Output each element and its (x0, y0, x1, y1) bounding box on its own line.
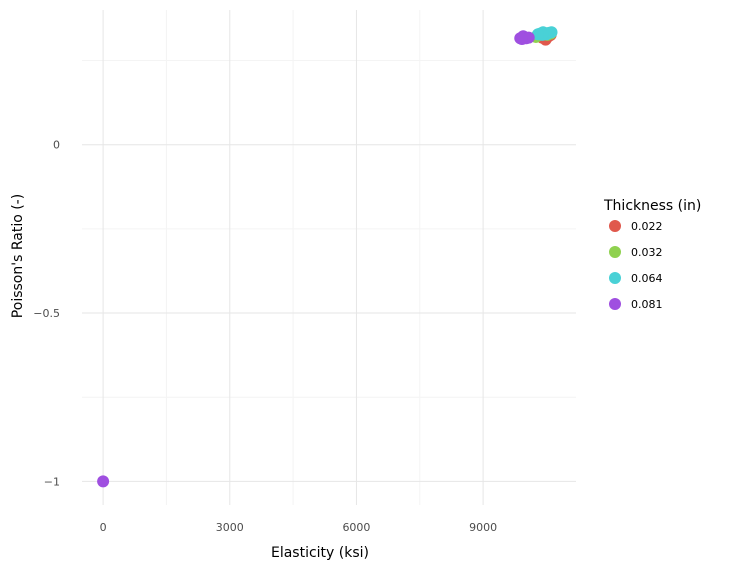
x-tick-label: 9000 (469, 521, 497, 534)
data-point-0.081 (97, 475, 110, 488)
legend-label: 0.022 (631, 220, 663, 233)
legend-swatch (609, 298, 621, 310)
data-point-0.064 (532, 28, 544, 41)
legend-label: 0.064 (631, 272, 663, 285)
y-axis-ticks: 0 −0.5 −1 (33, 139, 60, 489)
data-point-0.081 (515, 32, 528, 45)
legend: Thickness (in) 0.022 0.032 0.064 0.081 (603, 198, 701, 311)
data-points (97, 26, 558, 488)
x-axis-title: Elasticity (ksi) (271, 545, 369, 561)
y-tick-label: 0 (53, 139, 60, 152)
x-tick-label: 6000 (342, 521, 370, 534)
minor-gridlines (82, 10, 576, 505)
data-point-0.064 (545, 26, 558, 39)
y-tick-label: −0.5 (33, 307, 60, 320)
x-tick-label: 0 (100, 521, 107, 534)
y-axis-title: Poisson's Ratio (-) (10, 194, 26, 318)
legend-title: Thickness (in) (603, 198, 701, 214)
x-axis-ticks: 0 3000 6000 9000 (100, 521, 498, 534)
major-gridlines (82, 10, 576, 505)
y-tick-label: −1 (44, 475, 60, 488)
legend-label: 0.081 (631, 298, 663, 311)
legend-swatch (609, 246, 621, 258)
x-tick-label: 3000 (216, 521, 244, 534)
legend-swatch (609, 272, 621, 284)
legend-label: 0.032 (631, 246, 663, 259)
legend-swatch (609, 220, 621, 232)
